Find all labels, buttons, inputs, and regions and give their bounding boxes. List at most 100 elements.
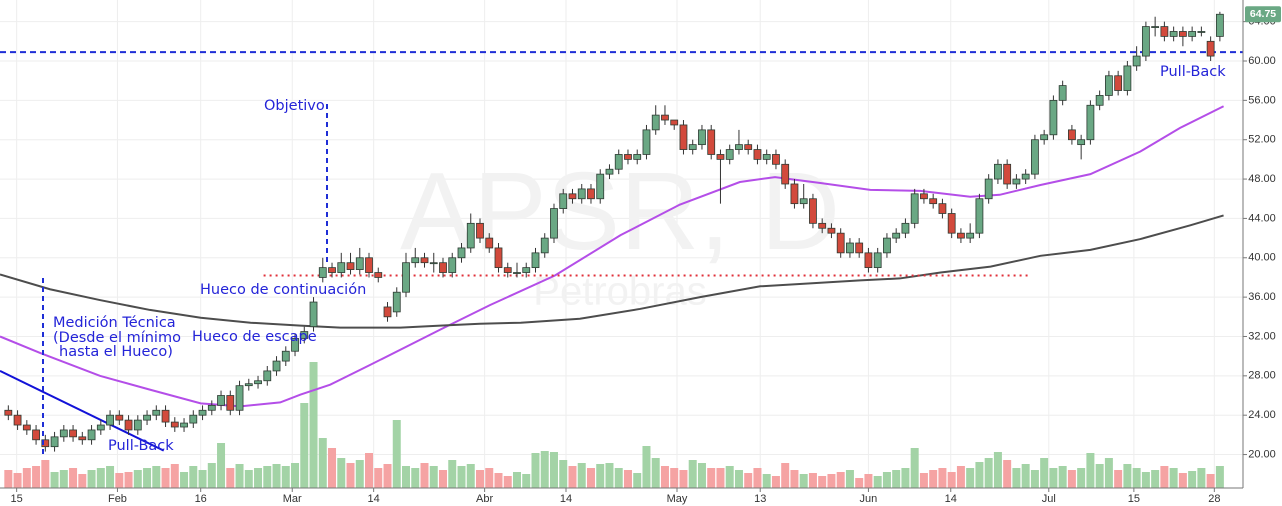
volume-bar — [161, 468, 170, 488]
volume-bar — [725, 466, 734, 488]
volume-bar — [272, 464, 281, 488]
volume-bar — [1169, 468, 1178, 488]
y-tick-label: 52.00 — [1248, 134, 1276, 146]
candle-body — [1169, 31, 1178, 37]
volume-bar — [892, 470, 901, 488]
candle-body — [1151, 26, 1160, 28]
candle-body — [531, 252, 540, 269]
x-tick-label: Jun — [860, 493, 878, 505]
candle-body — [143, 414, 151, 421]
candle-body — [947, 213, 956, 234]
volume-bar — [642, 446, 651, 488]
x-tick-label: 13 — [754, 493, 766, 505]
candle-body — [661, 114, 669, 121]
candle-body — [605, 168, 614, 175]
candle-body — [365, 257, 373, 273]
candle-body — [1031, 139, 1039, 175]
x-tick-label: 16 — [195, 493, 207, 505]
candle-body — [818, 222, 827, 229]
candle-body — [1178, 31, 1187, 37]
candle-body — [457, 247, 466, 259]
price-tag-label: 64.75 — [1250, 8, 1276, 20]
candle-body — [41, 439, 50, 448]
x-tick-label: 14 — [945, 493, 957, 505]
volume-bar — [1021, 464, 1030, 488]
volume-bar — [1215, 466, 1224, 488]
volume-bar — [189, 466, 198, 488]
candle-body — [633, 154, 642, 160]
volume-bar — [1067, 470, 1076, 488]
volume-bar — [1095, 464, 1104, 488]
volume-bar — [124, 472, 133, 488]
volume-bar — [448, 460, 457, 488]
candle-body — [929, 198, 938, 205]
volume-bar — [337, 458, 346, 488]
y-tick-label: 20.00 — [1248, 448, 1276, 460]
volume-bar — [771, 476, 780, 488]
candle-body — [1003, 163, 1012, 185]
volume-bar — [291, 463, 300, 488]
volume-bar — [929, 470, 938, 488]
candle-body — [716, 154, 725, 160]
volume-bar — [882, 472, 891, 488]
volume-bar — [1123, 464, 1132, 488]
volume-bar — [78, 474, 87, 488]
volume-bar — [180, 472, 189, 488]
volume-bar — [133, 470, 142, 488]
candle-body — [577, 188, 586, 200]
candle-body — [1040, 134, 1049, 141]
candle-body — [651, 114, 660, 131]
volume-bar — [688, 460, 697, 488]
candle-body — [217, 395, 225, 406]
x-tick-label: 15 — [11, 493, 23, 505]
candle-body — [772, 154, 780, 165]
volume-bar — [559, 460, 568, 488]
x-tick-label: Abr — [476, 493, 493, 505]
volume-bar — [69, 468, 78, 488]
candle-body — [244, 383, 253, 387]
volume-bar — [87, 470, 96, 488]
volume-bar — [531, 453, 540, 488]
candle-body — [1012, 178, 1021, 185]
volume-bar — [96, 468, 105, 488]
volume-bar — [374, 468, 383, 488]
volume-bar — [1188, 471, 1197, 488]
y-tick-label: 60.00 — [1248, 55, 1276, 67]
candle-body — [485, 237, 494, 249]
volume-bar — [1086, 453, 1095, 488]
volume-bar — [300, 403, 309, 488]
candle-body — [466, 222, 475, 249]
candle-body — [226, 395, 235, 411]
volume-bar — [115, 473, 124, 488]
candle-body — [513, 272, 521, 274]
candle-body — [1114, 75, 1123, 91]
volume-bar — [365, 453, 374, 488]
candle-body — [725, 149, 734, 160]
volume-bar — [1206, 474, 1215, 488]
volume-bar — [1040, 458, 1049, 488]
volume-bar — [32, 466, 41, 488]
y-tick-label: 44.00 — [1248, 212, 1276, 224]
volume-bar — [707, 468, 716, 488]
candle-body — [735, 144, 743, 150]
candle-body — [1215, 13, 1224, 37]
volume-bar — [1132, 468, 1141, 488]
volume-bar — [244, 470, 253, 488]
candle-body — [614, 154, 623, 170]
volume-bar — [1160, 466, 1169, 488]
candle-body — [4, 409, 13, 416]
candle-body — [1104, 75, 1113, 96]
candle-body — [855, 242, 864, 254]
candle-body — [152, 409, 161, 416]
candle-body — [1132, 55, 1141, 67]
volume-bar — [855, 478, 864, 488]
x-tick-label: 14 — [560, 493, 572, 505]
candle-body — [235, 385, 244, 411]
volume-bar — [318, 438, 327, 488]
volume-bar — [1151, 470, 1160, 488]
volume-bar — [790, 470, 799, 488]
candle-body — [476, 222, 484, 239]
volume-bar — [328, 448, 337, 488]
candle-body — [115, 414, 124, 421]
volume-bar — [1077, 468, 1086, 488]
